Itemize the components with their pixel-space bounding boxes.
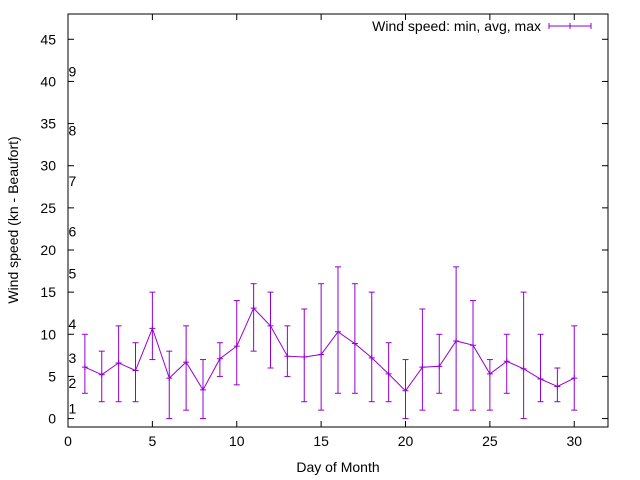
beaufort-label: 5 bbox=[68, 266, 76, 282]
x-tick-label: 30 bbox=[566, 433, 582, 449]
beaufort-label: 4 bbox=[68, 316, 76, 332]
x-tick-label: 0 bbox=[64, 433, 72, 449]
avg-point bbox=[419, 364, 426, 371]
y-tick-label: 25 bbox=[40, 200, 56, 216]
beaufort-label: 8 bbox=[68, 122, 76, 138]
avg-point bbox=[183, 359, 190, 366]
avg-point bbox=[250, 305, 257, 312]
avg-point bbox=[520, 365, 527, 372]
beaufort-label: 2 bbox=[68, 375, 76, 391]
avg-point bbox=[284, 353, 291, 360]
y-axis-label: Wind speed (kn - Beaufort) bbox=[5, 136, 21, 303]
avg-point bbox=[571, 375, 578, 382]
avg-point bbox=[81, 364, 88, 371]
x-axis: 0 5 10 15 20 25 30 bbox=[64, 14, 582, 449]
x-tick-label: 5 bbox=[148, 433, 156, 449]
x-tick-label: 25 bbox=[482, 433, 498, 449]
beaufort-label: 6 bbox=[68, 223, 76, 239]
x-tick-label: 10 bbox=[229, 433, 245, 449]
avg-point bbox=[503, 358, 510, 365]
avg-point bbox=[233, 343, 240, 350]
legend-label: Wind speed: min, avg, max bbox=[372, 18, 541, 34]
beaufort-label: 9 bbox=[68, 63, 76, 79]
avg-point bbox=[132, 367, 139, 374]
y-tick-label: 30 bbox=[40, 158, 56, 174]
avg-point bbox=[115, 359, 122, 366]
avg-point bbox=[385, 370, 392, 377]
avg-line bbox=[84, 307, 575, 392]
avg-point bbox=[166, 375, 173, 382]
y-tick-label: 0 bbox=[48, 411, 56, 427]
avg-point bbox=[554, 383, 561, 390]
avg-point bbox=[216, 355, 223, 362]
y-tick-label: 20 bbox=[40, 242, 56, 258]
y-tick-label: 15 bbox=[40, 284, 56, 300]
beaufort-label: 1 bbox=[68, 400, 76, 416]
avg-point bbox=[318, 351, 325, 358]
legend: Wind speed: min, avg, max bbox=[372, 18, 592, 34]
avg-point bbox=[351, 340, 358, 347]
x-tick-label: 15 bbox=[313, 433, 329, 449]
beaufort-label: 7 bbox=[68, 173, 76, 189]
y-tick-label: 45 bbox=[40, 31, 56, 47]
avg-series bbox=[81, 305, 578, 394]
avg-point bbox=[537, 375, 544, 382]
avg-point bbox=[486, 370, 493, 377]
avg-point bbox=[453, 338, 460, 345]
avg-point bbox=[470, 342, 476, 349]
x-tick-label: 20 bbox=[398, 433, 414, 449]
x-axis-label: Day of Month bbox=[296, 459, 379, 475]
beaufort-label: 3 bbox=[68, 350, 76, 366]
avg-point bbox=[402, 387, 409, 394]
avg-point bbox=[436, 363, 443, 370]
avg-point bbox=[149, 325, 156, 332]
legend-point bbox=[567, 23, 573, 29]
legend-sample bbox=[548, 23, 592, 29]
y-tick-label: 40 bbox=[40, 73, 56, 89]
y-tick-label: 5 bbox=[48, 368, 56, 384]
avg-point bbox=[200, 386, 206, 393]
beaufort-annotations: 1 2 3 4 5 6 7 8 9 bbox=[68, 63, 76, 416]
avg-point bbox=[301, 354, 308, 361]
y-tick-label: 35 bbox=[40, 116, 56, 132]
avg-point bbox=[267, 322, 274, 329]
avg-point bbox=[98, 371, 105, 378]
plot-frame bbox=[67, 13, 609, 428]
avg-point bbox=[368, 354, 375, 361]
avg-point bbox=[335, 328, 341, 335]
y-tick-label: 10 bbox=[40, 326, 56, 342]
